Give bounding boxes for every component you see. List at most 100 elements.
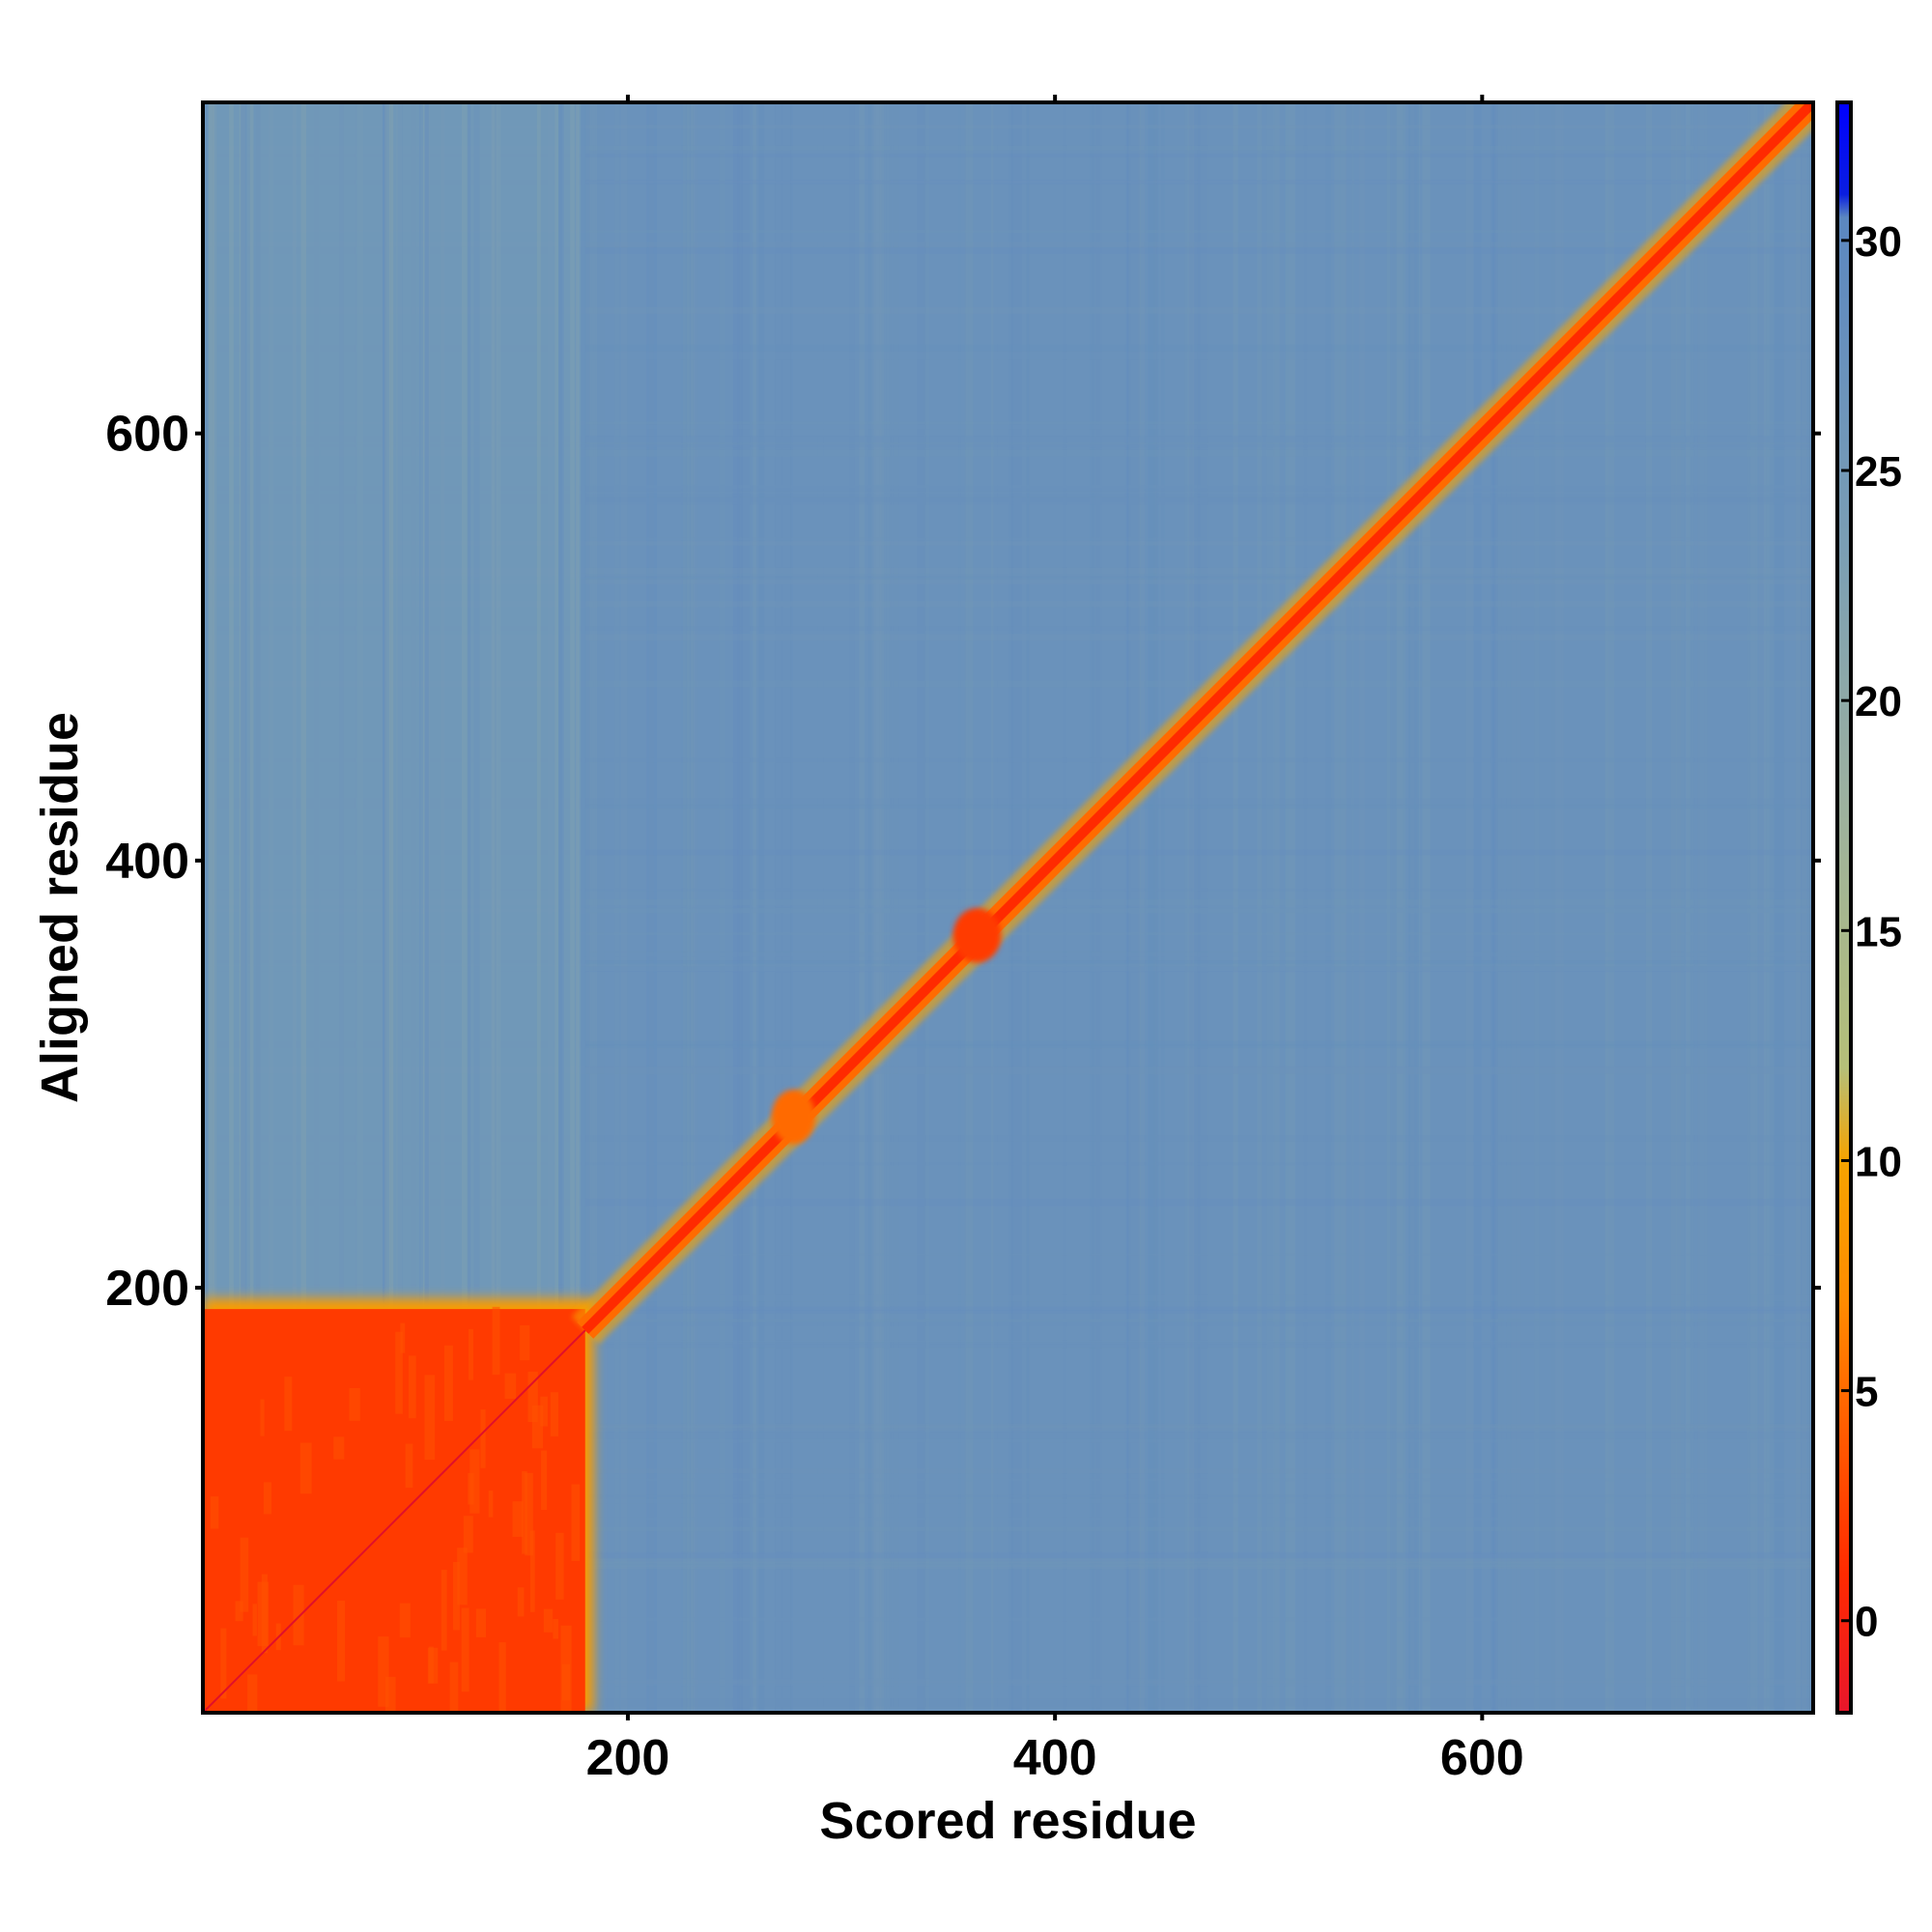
- heatmap-streak: [1266, 102, 1275, 1713]
- heatmap-streak: [1801, 102, 1809, 1713]
- heatmap-streak: [209, 102, 215, 1310]
- heatmap-streak: [1191, 102, 1195, 1713]
- heatmap-streak: [529, 1530, 535, 1612]
- heatmap-streak: [964, 102, 969, 1713]
- heatmap-streak: [495, 102, 499, 1310]
- heatmap-streak: [299, 1442, 312, 1494]
- heatmap-streak: [581, 102, 586, 1310]
- heatmap-streak: [758, 102, 765, 1713]
- heatmap-streak: [1758, 102, 1764, 1713]
- heatmap-streak: [203, 494, 1813, 502]
- heatmap-streak: [1090, 102, 1094, 1713]
- heatmap-streak: [203, 1423, 1813, 1431]
- heatmap-streak: [560, 1625, 572, 1712]
- heatmap-streak: [203, 485, 1813, 492]
- heatmap-streak: [1148, 102, 1159, 1713]
- heatmap-streak: [461, 1607, 469, 1692]
- heatmap-streak: [1697, 102, 1705, 1713]
- heatmap-streak: [682, 102, 694, 1713]
- heatmap-streak: [203, 757, 1813, 763]
- heatmap-blob: [771, 1090, 815, 1145]
- heatmap-streak: [203, 242, 1813, 248]
- heatmap-streak: [732, 102, 743, 1713]
- heatmap-streak: [550, 1392, 559, 1436]
- heatmap-streak: [553, 1618, 559, 1639]
- x-tick-label: 600: [1440, 1730, 1524, 1786]
- heatmap-streak: [457, 1548, 468, 1605]
- heatmap-streak: [1763, 102, 1771, 1713]
- heatmap-streak: [203, 421, 1813, 425]
- heatmap-streak: [488, 1490, 494, 1518]
- heatmap-streak: [1490, 102, 1495, 1713]
- y-axis-title: Aligned residue: [31, 712, 89, 1103]
- heatmap-streak: [203, 1135, 1813, 1142]
- heatmap-streak: [203, 952, 1813, 957]
- heatmap-streak: [440, 1570, 447, 1651]
- heatmap-streak: [540, 1396, 548, 1427]
- colorbar-frame: [1835, 100, 1853, 1715]
- heatmap-streak: [531, 1405, 544, 1449]
- heatmap-streak: [384, 102, 391, 1310]
- heatmap-streak: [292, 102, 297, 1310]
- heatmap-streak: [248, 102, 253, 1310]
- heatmap-streak: [339, 102, 344, 1310]
- heatmap-streak: [203, 798, 1813, 806]
- heatmap-streak: [204, 102, 208, 1310]
- heatmap-streak: [213, 102, 217, 1310]
- heatmap-streak: [1492, 102, 1498, 1713]
- heatmap-streak: [203, 1494, 1813, 1498]
- heatmap-streak: [1063, 102, 1067, 1713]
- heatmap-streak: [427, 1647, 439, 1684]
- heatmap-streak: [884, 102, 888, 1713]
- heatmap-streak: [1795, 102, 1802, 1713]
- heatmap-streak: [733, 102, 740, 1713]
- heatmap-streak: [867, 102, 873, 1713]
- heatmap-streak: [1766, 102, 1774, 1713]
- heatmap-streak: [203, 634, 1813, 641]
- heatmap-streak: [1125, 102, 1129, 1713]
- heatmap-streak: [1396, 102, 1406, 1713]
- heatmap-streak: [257, 1581, 270, 1647]
- heatmap-streak: [203, 1253, 1813, 1256]
- heatmap-streak: [1285, 102, 1295, 1713]
- heatmap-streak: [859, 102, 866, 1713]
- heatmap-region-band: [203, 102, 585, 1310]
- heatmap-streak: [570, 102, 575, 1310]
- heatmap-streak: [397, 102, 403, 1310]
- heatmap-streak: [1416, 102, 1420, 1713]
- heatmap-streak: [492, 1306, 500, 1376]
- heatmap-streak: [203, 1553, 1813, 1561]
- heatmap-streak: [965, 102, 974, 1713]
- heatmap-streak: [203, 1617, 1813, 1622]
- heatmap-streak: [356, 102, 364, 1310]
- colorbar-tick-label: 5: [1855, 1369, 1878, 1416]
- heatmap-streak: [424, 102, 429, 1310]
- heatmap-streak: [240, 102, 246, 1310]
- heatmap-streak: [203, 1306, 1813, 1311]
- heatmap-streak: [203, 626, 1813, 631]
- heatmap-streak: [378, 1636, 389, 1707]
- heatmap-streak: [220, 1628, 227, 1699]
- heatmap-streak: [203, 246, 1813, 254]
- heatmap-streak: [1284, 102, 1289, 1713]
- heatmap-streak: [886, 102, 890, 1713]
- heatmap-streak: [424, 102, 430, 1310]
- heatmap-streak: [203, 1498, 1813, 1504]
- heatmap-streak: [1676, 102, 1682, 1713]
- heatmap-streak: [203, 442, 1813, 448]
- heatmap-streak: [522, 1471, 527, 1554]
- heatmap-streak: [1422, 102, 1431, 1713]
- heatmap-streak: [681, 102, 692, 1713]
- heatmap-streak: [269, 102, 274, 1310]
- heatmap-streak: [571, 1484, 581, 1561]
- heatmap-streak: [461, 102, 469, 1310]
- heatmap-streak: [203, 1309, 1813, 1314]
- heatmap-streak: [648, 102, 654, 1713]
- heatmap-streak: [203, 573, 1813, 580]
- heatmap-streak: [203, 1294, 1813, 1302]
- colorbar-tick-label: 0: [1855, 1599, 1878, 1646]
- heatmap-streak: [249, 102, 254, 1310]
- heatmap-streak: [1699, 102, 1708, 1713]
- heatmap-streak: [405, 1443, 413, 1489]
- heatmap-streak: [1130, 102, 1141, 1713]
